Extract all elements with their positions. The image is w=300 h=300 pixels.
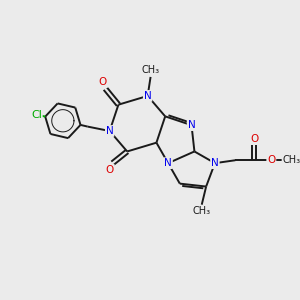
Text: CH₃: CH₃: [193, 206, 211, 216]
Text: N: N: [144, 91, 152, 101]
Text: O: O: [267, 155, 275, 165]
Text: Cl: Cl: [31, 110, 42, 119]
Text: N: N: [211, 158, 219, 168]
Text: N: N: [188, 120, 195, 130]
Text: O: O: [250, 134, 259, 144]
Text: O: O: [99, 77, 107, 87]
Text: N: N: [164, 158, 172, 168]
Text: O: O: [106, 165, 114, 175]
Text: CH₃: CH₃: [142, 65, 160, 76]
Text: N: N: [106, 126, 113, 136]
Text: CH₃: CH₃: [282, 155, 300, 165]
